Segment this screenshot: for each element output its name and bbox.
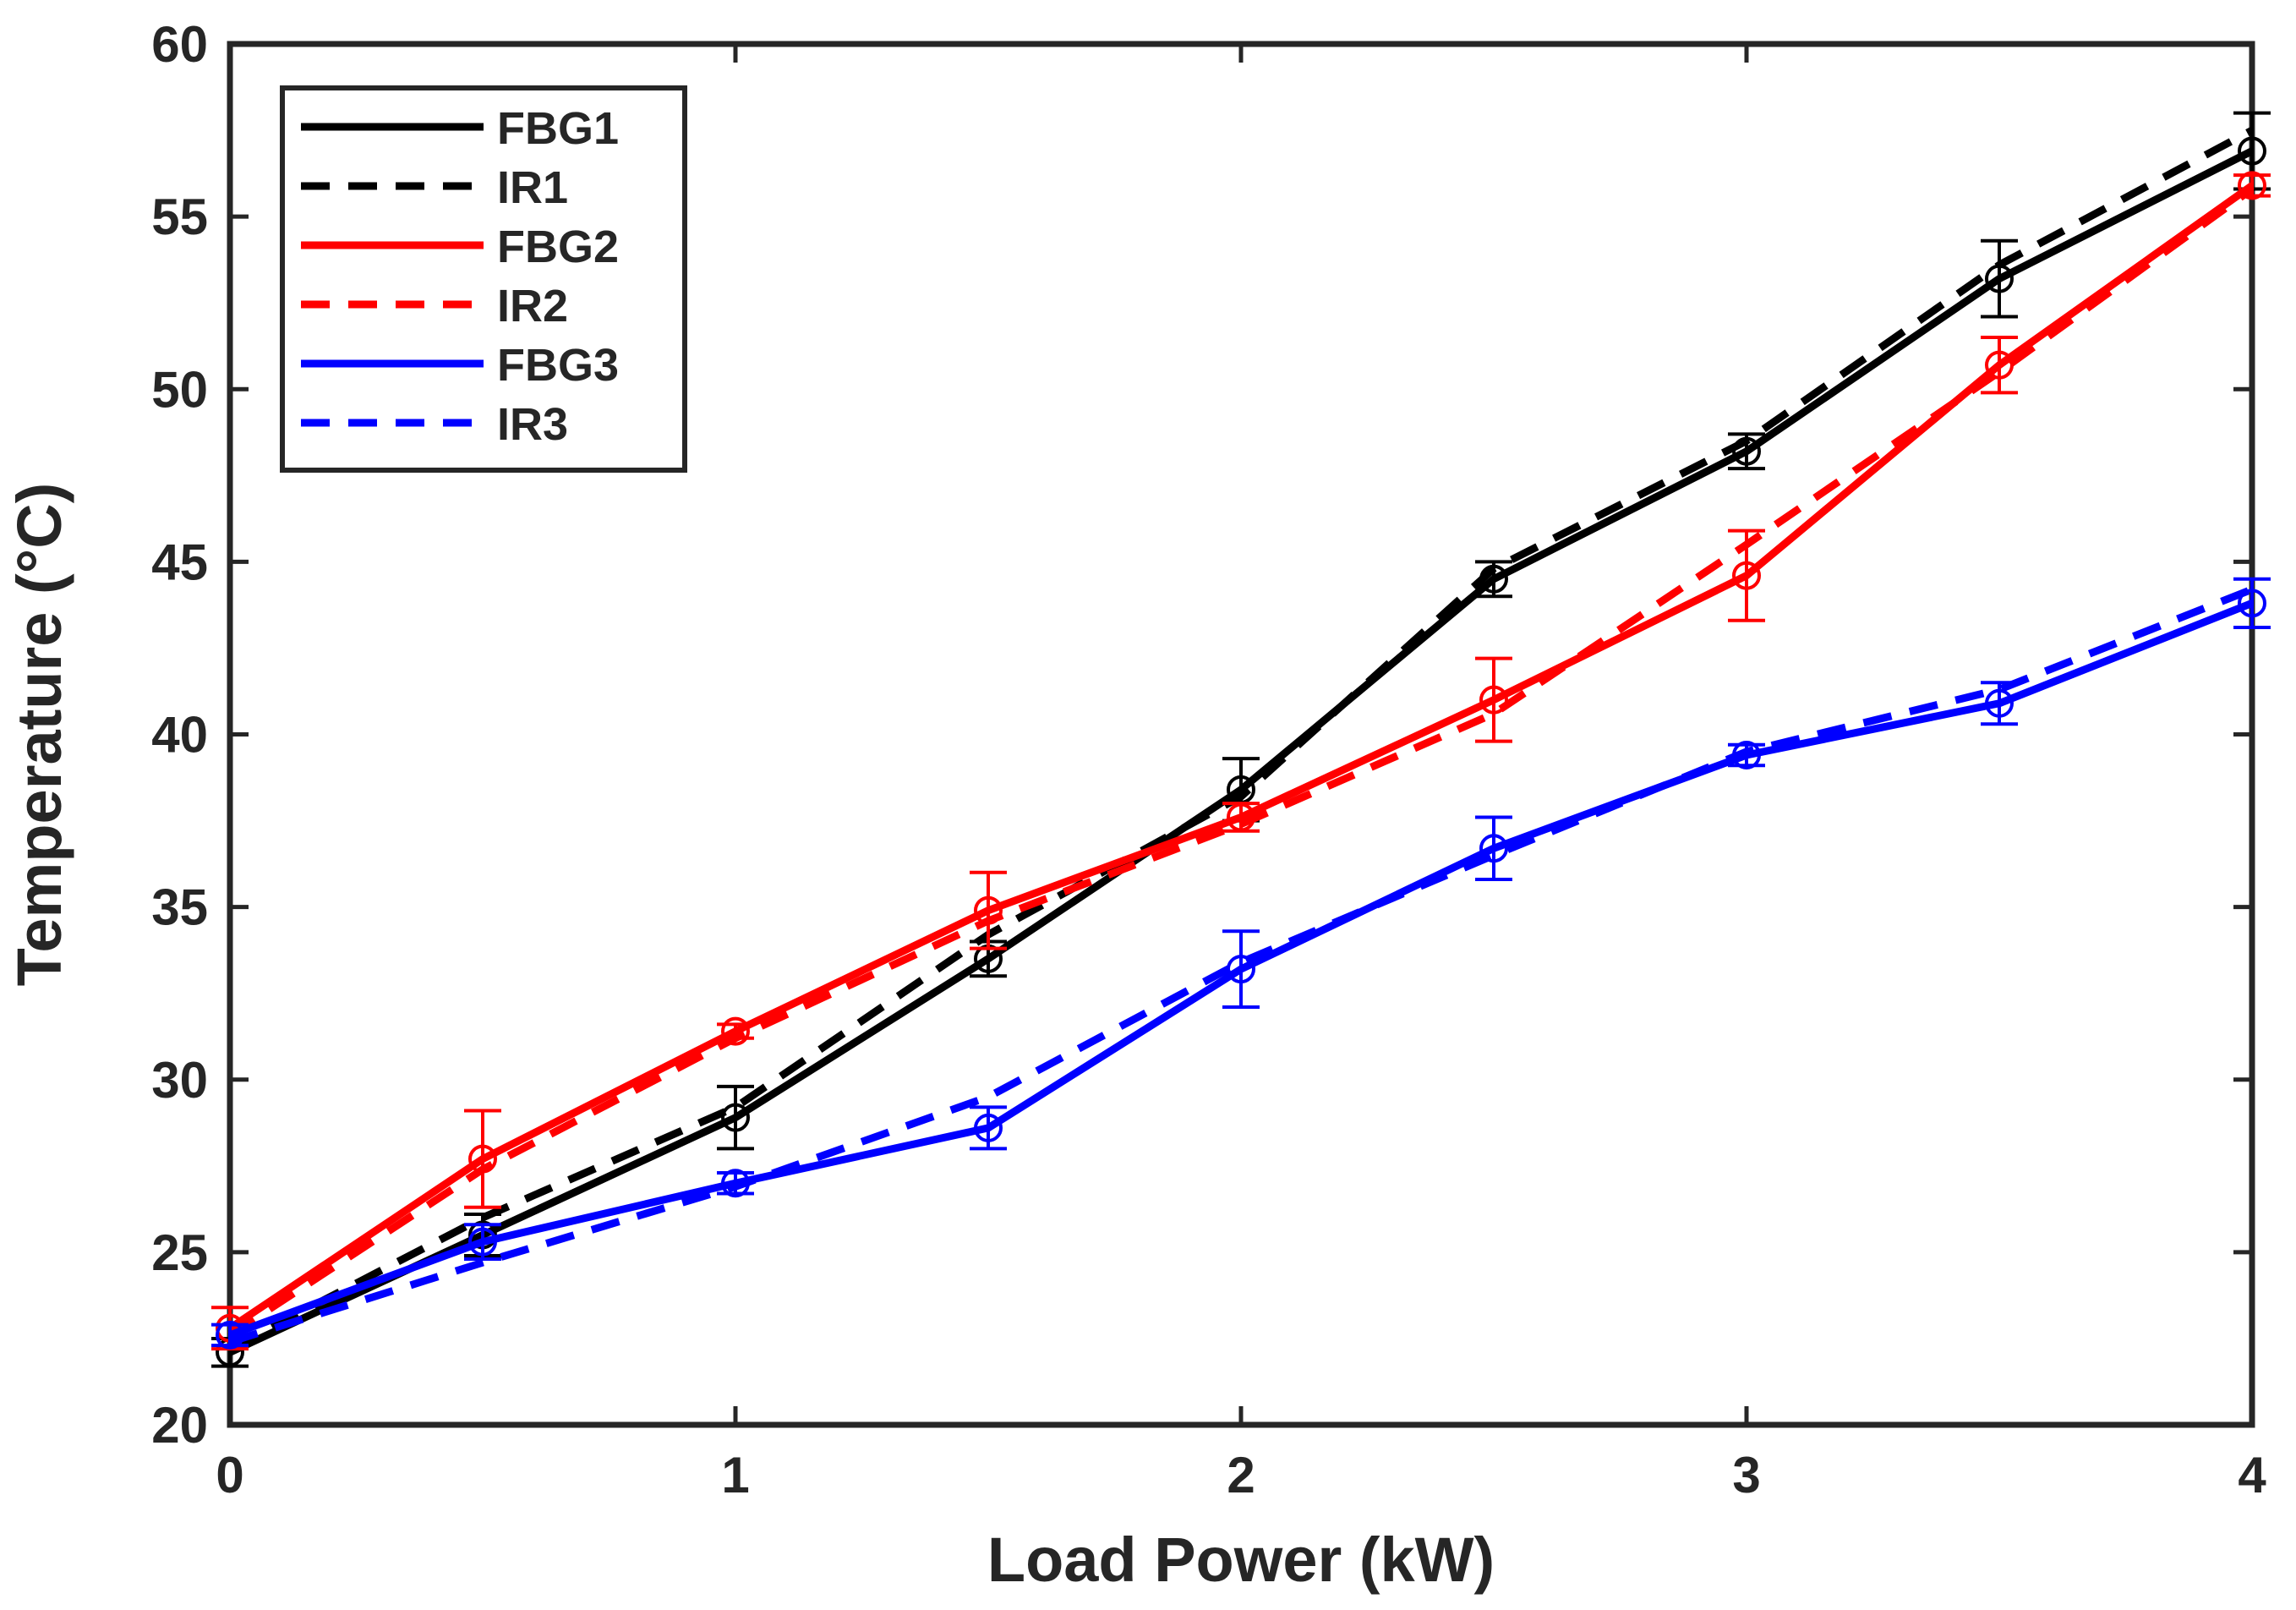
data-point — [1479, 685, 1508, 715]
series-line-ir2 — [227, 185, 2255, 1339]
y-tick-label: 35 — [151, 879, 208, 936]
y-tick-label: 40 — [151, 707, 208, 764]
legend-box — [280, 85, 687, 473]
legend-label-ir2: IR2 — [497, 281, 568, 331]
x-tick-label: 0 — [216, 1447, 243, 1503]
series-ir1 — [227, 127, 2255, 1353]
series-ir2 — [227, 185, 2255, 1339]
series-layer — [211, 111, 2271, 1368]
legend-label-fbg3: FBG3 — [497, 340, 619, 391]
legend: FBG1 IR1 FBG2 IR2 FBG3 IR3 — [280, 85, 687, 473]
data-point — [2238, 171, 2266, 200]
y-tick-label: 30 — [151, 1052, 208, 1109]
y-axis-label: Temperature (°C) — [4, 483, 74, 987]
y-tick-label: 25 — [151, 1224, 208, 1281]
legend-label-fbg1: FBG1 — [497, 103, 619, 154]
series-line-ir3 — [228, 585, 2254, 1346]
y-tick-label: 20 — [151, 1397, 208, 1454]
data-point — [468, 1227, 497, 1257]
data-point — [1732, 561, 1761, 590]
y-tick-label: 55 — [151, 189, 208, 245]
data-point — [2238, 136, 2266, 166]
data-point — [721, 1103, 750, 1132]
series-line-ir1 — [227, 127, 2255, 1353]
data-point — [1479, 834, 1508, 863]
data-point — [2238, 589, 2266, 618]
x-axis-label: Load Power (kW) — [987, 1525, 1495, 1595]
y-tick-label: 45 — [151, 534, 208, 590]
series-ir3 — [228, 585, 2254, 1346]
x-tick-label: 2 — [1227, 1447, 1255, 1503]
x-tick-label: 1 — [721, 1447, 749, 1503]
x-tick-label: 4 — [2238, 1447, 2266, 1503]
x-tick-label: 3 — [1732, 1447, 1760, 1503]
series-fbg2 — [211, 171, 2271, 1351]
legend-label-ir1: IR1 — [497, 162, 568, 213]
data-point — [721, 1016, 750, 1046]
legend-label-fbg2: FBG2 — [497, 222, 619, 272]
y-tick-label: 50 — [151, 361, 208, 418]
legend-label-ir3: IR3 — [497, 399, 568, 450]
data-point — [1985, 688, 2014, 718]
y-tick-label: 60 — [151, 16, 208, 73]
tick-layer: 0 1 2 3 4 20 25 30 35 40 45 50 55 60 — [151, 16, 2266, 1503]
data-point — [974, 1113, 1003, 1142]
